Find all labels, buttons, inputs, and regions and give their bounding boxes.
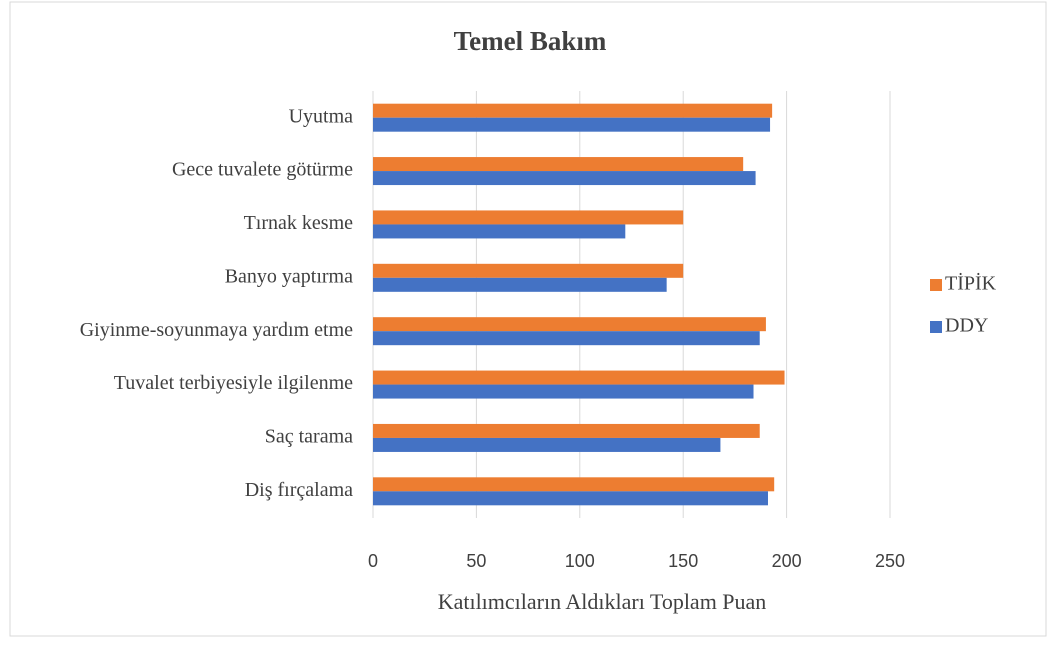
bar <box>373 263 684 278</box>
bar <box>373 103 773 118</box>
x-tick-label: 150 <box>668 551 698 571</box>
bar <box>373 210 684 225</box>
legend-swatch <box>930 279 942 291</box>
bar <box>373 384 754 399</box>
bar <box>373 277 667 292</box>
x-axis-title: Katılımcıların Aldıkları Toplam Puan <box>438 589 767 614</box>
bar <box>373 370 785 385</box>
y-tick-label: Tırnak kesme <box>244 212 354 234</box>
x-tick-label: 250 <box>875 551 905 571</box>
y-tick-label: Gece tuvalete götürme <box>172 159 353 181</box>
x-tick-label: 200 <box>772 551 802 571</box>
y-tick-label: Banyo yaptırma <box>225 265 353 287</box>
y-tick-label: Giyinme-soyunmaya yardım etme <box>80 319 353 341</box>
x-tick-label: 50 <box>466 551 486 571</box>
legend-label: DDY <box>945 315 988 337</box>
x-tick-label: 100 <box>565 551 595 571</box>
bar <box>373 157 744 172</box>
legend-label: TİPİK <box>945 272 997 295</box>
y-tick-label: Uyutma <box>289 105 354 127</box>
bar <box>373 423 760 438</box>
bar <box>373 117 771 132</box>
bar <box>373 331 760 346</box>
y-tick-label: Diş fırçalama <box>245 479 353 501</box>
bar <box>373 477 775 492</box>
bar <box>373 317 766 332</box>
chart-title: Temel Bakım <box>454 26 607 56</box>
bar <box>373 437 721 452</box>
x-tick-label: 0 <box>368 551 378 571</box>
bar <box>373 171 756 186</box>
bar <box>373 491 768 506</box>
y-tick-label: Saç tarama <box>265 426 353 448</box>
bar <box>373 224 626 239</box>
y-tick-label: Tuvalet terbiyesiyle ilgilenme <box>114 372 353 394</box>
legend-swatch <box>930 321 942 333</box>
